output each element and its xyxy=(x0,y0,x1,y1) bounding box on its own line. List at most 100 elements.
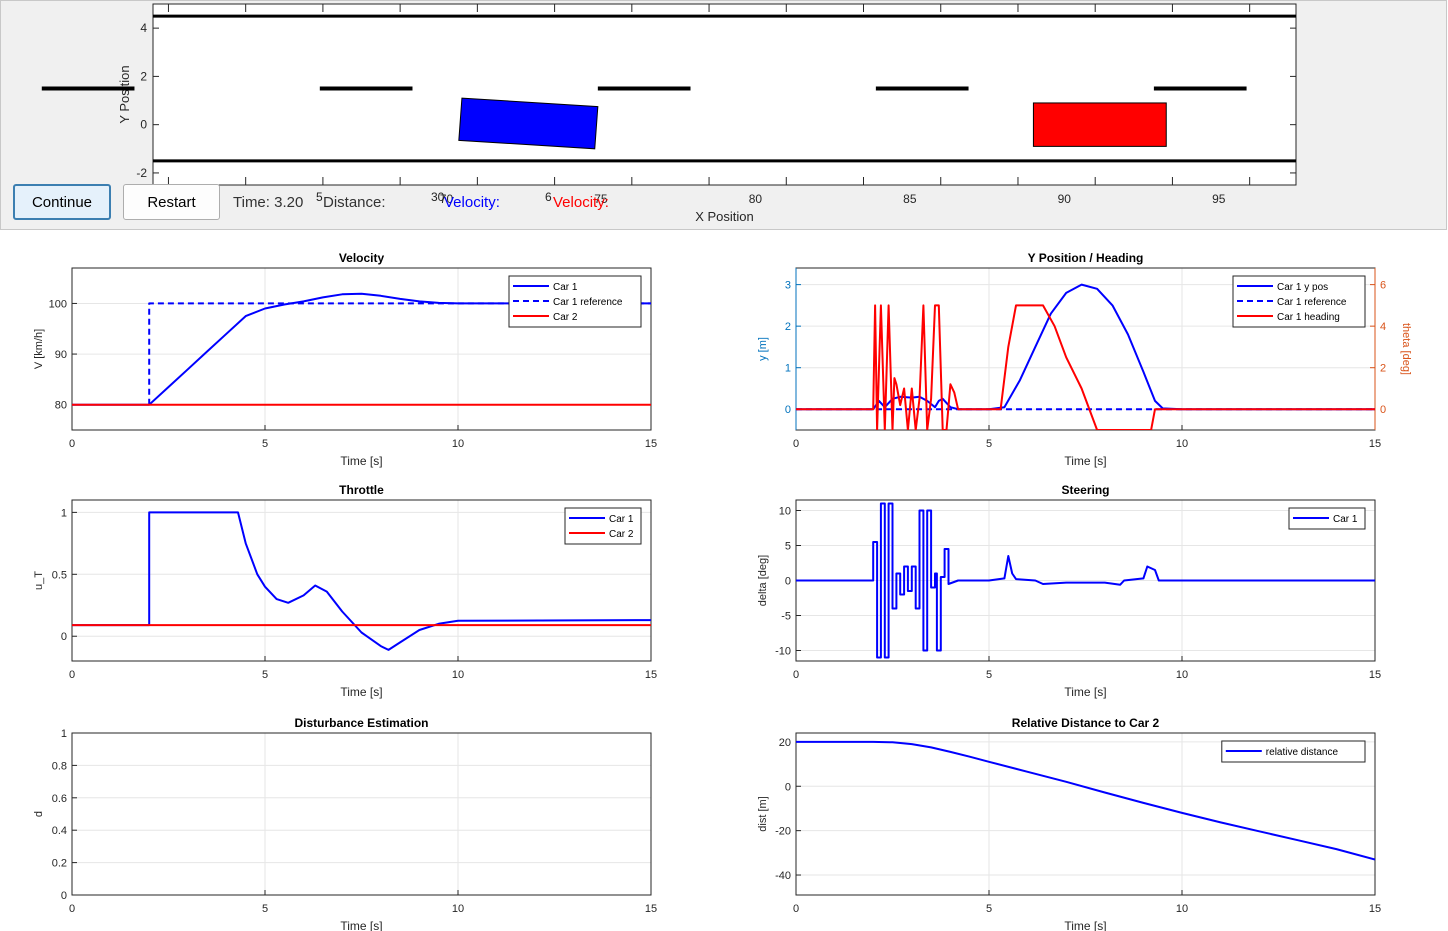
legend: Car 1 y pos Car 1 reference Car 1 heading xyxy=(1232,275,1366,328)
restart-button[interactable]: Restart xyxy=(123,184,220,220)
x-tick-label: 10 xyxy=(1176,903,1188,915)
y-tick-label: 3 xyxy=(785,280,791,292)
x-tick-label: 5 xyxy=(262,669,268,681)
y-tick-label: 0 xyxy=(785,576,791,588)
x-tick-label: 0 xyxy=(69,438,75,450)
y-tick-label: 1 xyxy=(785,363,791,375)
y-axis-label: dist [m] xyxy=(757,796,769,831)
y-axis-label: y [m] xyxy=(757,337,769,361)
y-tick-label: -10 xyxy=(775,646,791,658)
y-tick-label: 1 xyxy=(61,507,67,519)
x-tick-label: 75 xyxy=(594,192,608,206)
x-tick-label: 80 xyxy=(749,192,763,206)
x-tick-label: 15 xyxy=(645,438,657,450)
x-axis-label: Time [s] xyxy=(340,685,382,699)
legend-box xyxy=(1221,740,1366,763)
series-group xyxy=(796,283,1375,430)
y-tick-label: -40 xyxy=(775,870,791,882)
y-tick-label: -20 xyxy=(775,826,791,838)
relative-distance-chart: 0 5 10 15 -40 -20 0 20 Relative Distance to Car … xyxy=(757,716,1381,931)
legend-label: Car 2 xyxy=(553,312,578,323)
legend-label: Car 1 xyxy=(553,282,578,293)
legend: relative distance xyxy=(1221,740,1366,763)
car2-shape xyxy=(1032,102,1167,147)
y-axis-label: V [km/h] xyxy=(33,329,45,369)
chart-title: Disturbance Estimation xyxy=(294,716,428,730)
car2-velocity-readout: Velocity: xyxy=(553,194,609,211)
x-axis-label: Time [s] xyxy=(340,919,382,931)
velocity-chart: 0 5 10 15 80 90 100 Velocity Time [s] V [km/h] Car… xyxy=(33,251,657,468)
x-tick-label: 5 xyxy=(986,438,992,450)
legend: Car 1 Car 1 reference Car 2 xyxy=(508,275,642,328)
legend: Car 1 xyxy=(1288,507,1366,530)
legend-label: Car 2 xyxy=(609,529,634,540)
y2-tick-label: 0 xyxy=(1380,404,1386,416)
plot-frame xyxy=(795,732,1376,896)
road-plot: 70 75 80 85 90 95 -2 0 2 4 X Position Y Position xyxy=(41,3,1297,224)
x-tick-label: 85 xyxy=(903,192,917,206)
y-tick-label: 80 xyxy=(55,400,67,412)
y-tick-label: 100 xyxy=(49,298,67,310)
legend-label: Car 1 xyxy=(609,514,634,525)
legend-label: relative distance xyxy=(1266,747,1339,758)
x-tick-label: 5 xyxy=(262,438,268,450)
series-line xyxy=(796,502,1375,659)
x-axis-label: Time [s] xyxy=(1064,454,1106,468)
y-tick-label: 0 xyxy=(785,781,791,793)
y-tick-label: -2 xyxy=(136,166,147,180)
series-line xyxy=(72,511,651,651)
y-tick-label: 5 xyxy=(785,541,791,553)
x-tick-label: 10 xyxy=(1176,669,1188,681)
y-axis-label: Y Position xyxy=(117,65,132,123)
x-tick-label: 5 xyxy=(262,903,268,915)
chart-title: Velocity xyxy=(339,251,385,265)
y-position-heading-chart: 0 5 10 15 0 1 2 3 0 2 4 6 theta [deg] Y Position / He… xyxy=(757,251,1412,468)
x-tick-label: 0 xyxy=(793,669,799,681)
y-tick-label: 0 xyxy=(61,890,67,902)
y-tick-label: 1 xyxy=(61,728,67,740)
y-tick-label: 10 xyxy=(779,506,791,518)
y2-tick-label: 4 xyxy=(1380,321,1386,333)
series-line xyxy=(148,302,651,405)
series-group xyxy=(796,740,1375,861)
y-axis-label: d xyxy=(33,811,45,817)
tick-overlap-digit: 6 xyxy=(545,190,552,204)
car1-velocity-readout: Velocity: xyxy=(444,194,500,211)
y-tick-label: 90 xyxy=(55,349,67,361)
series-group xyxy=(72,511,651,651)
y-tick-label: 0 xyxy=(785,404,791,416)
series-line xyxy=(796,304,1375,430)
x-axis-label: X Position xyxy=(695,209,754,224)
series-line xyxy=(796,740,1375,861)
y-tick-label: 20 xyxy=(779,737,791,749)
legend-label: Car 1 reference xyxy=(553,297,623,308)
series-group xyxy=(72,292,651,406)
road-plot-area xyxy=(152,3,1297,186)
y-tick-label: 0.8 xyxy=(52,760,67,772)
plot-area xyxy=(72,500,651,661)
chart-title: Y Position / Heading xyxy=(1028,251,1144,265)
y2-tick-label: 6 xyxy=(1380,280,1386,292)
legend-box xyxy=(508,275,642,328)
car1-shape xyxy=(458,97,599,150)
time-readout: Time: 3.20 xyxy=(233,194,304,211)
legend-label: Car 1 xyxy=(1333,514,1358,525)
chart-title: Steering xyxy=(1061,483,1109,497)
x-tick-label: 5 xyxy=(986,669,992,681)
y-tick-label: -5 xyxy=(781,611,791,623)
y-axis-label: u_T xyxy=(33,571,45,590)
x-axis-label: Time [s] xyxy=(340,454,382,468)
y-tick-label: 0.4 xyxy=(52,825,67,837)
continue-button[interactable]: Continue xyxy=(13,184,111,220)
y-axis-label: delta [deg] xyxy=(757,555,769,606)
series-group xyxy=(796,502,1375,659)
x-tick-label: 15 xyxy=(1369,903,1381,915)
x-tick-label: 10 xyxy=(452,438,464,450)
plot-frame xyxy=(71,499,652,662)
plot-area xyxy=(72,733,651,895)
y2-axis-label: theta [deg] xyxy=(1400,323,1412,375)
tick-overlap-digit: 5 xyxy=(316,190,323,204)
x-tick-label: 15 xyxy=(1369,438,1381,450)
x-tick-label: 90 xyxy=(1058,192,1072,206)
y-tick-label: 2 xyxy=(140,69,147,83)
